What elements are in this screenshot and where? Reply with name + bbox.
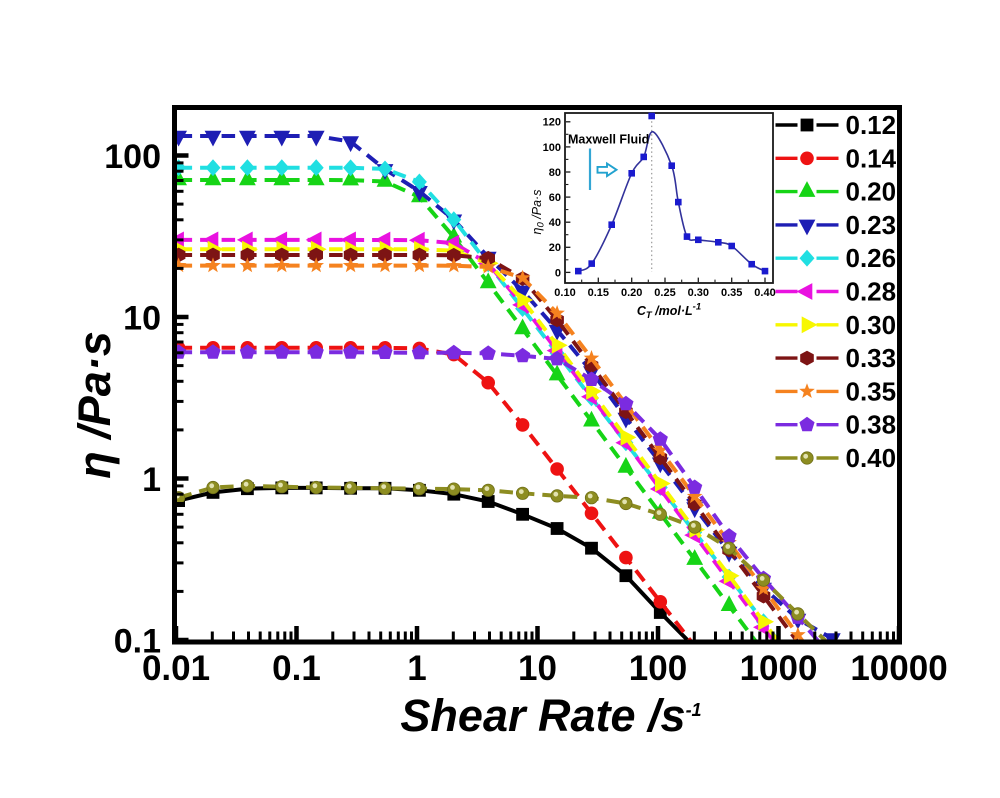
svg-text:120: 120: [543, 117, 561, 129]
svg-text:0.26: 0.26: [846, 243, 897, 273]
svg-text:0.40: 0.40: [846, 443, 897, 473]
svg-text:CT /mol·L-1: CT /mol·L-1: [637, 302, 701, 322]
svg-text:100: 100: [543, 142, 561, 154]
svg-text:0.10: 0.10: [554, 287, 575, 299]
svg-text:0.40: 0.40: [754, 287, 775, 299]
svg-text:η /Pa·s: η /Pa·s: [69, 331, 120, 479]
svg-text:0: 0: [555, 267, 561, 279]
svg-text:0.14: 0.14: [846, 143, 897, 173]
svg-text:0.01: 0.01: [142, 649, 210, 688]
svg-text:80: 80: [549, 167, 561, 179]
svg-text:0.35: 0.35: [721, 287, 742, 299]
svg-text:Maxwell Fluid: Maxwell Fluid: [568, 133, 649, 147]
svg-text:0.25: 0.25: [654, 287, 675, 299]
svg-text:0.12: 0.12: [846, 110, 897, 140]
svg-text:1: 1: [142, 461, 161, 499]
svg-text:100: 100: [629, 649, 687, 688]
svg-text:0.15: 0.15: [588, 287, 609, 299]
svg-text:0.33: 0.33: [846, 343, 897, 373]
svg-text:0.30: 0.30: [688, 287, 709, 299]
svg-text:0.23: 0.23: [846, 210, 897, 240]
svg-text:0.28: 0.28: [846, 277, 897, 307]
svg-text:0.1: 0.1: [114, 623, 161, 661]
svg-text:20: 20: [549, 242, 561, 254]
svg-text:0.1: 0.1: [272, 649, 321, 688]
svg-text:10000: 10000: [850, 649, 947, 688]
svg-text:0.35: 0.35: [846, 376, 897, 406]
svg-text:40: 40: [549, 217, 561, 229]
svg-text:0.20: 0.20: [846, 177, 897, 207]
svg-text:10: 10: [123, 300, 161, 338]
svg-text:100: 100: [104, 138, 161, 176]
svg-text:0.38: 0.38: [846, 410, 897, 440]
svg-text:Shear Rate /s-1: Shear Rate /s-1: [400, 690, 701, 741]
svg-text:1: 1: [407, 649, 426, 688]
svg-text:1000: 1000: [740, 649, 818, 688]
svg-text:0.30: 0.30: [846, 310, 897, 340]
svg-text:60: 60: [549, 192, 561, 204]
svg-text:10: 10: [518, 649, 557, 688]
svg-text:0.20: 0.20: [621, 287, 642, 299]
